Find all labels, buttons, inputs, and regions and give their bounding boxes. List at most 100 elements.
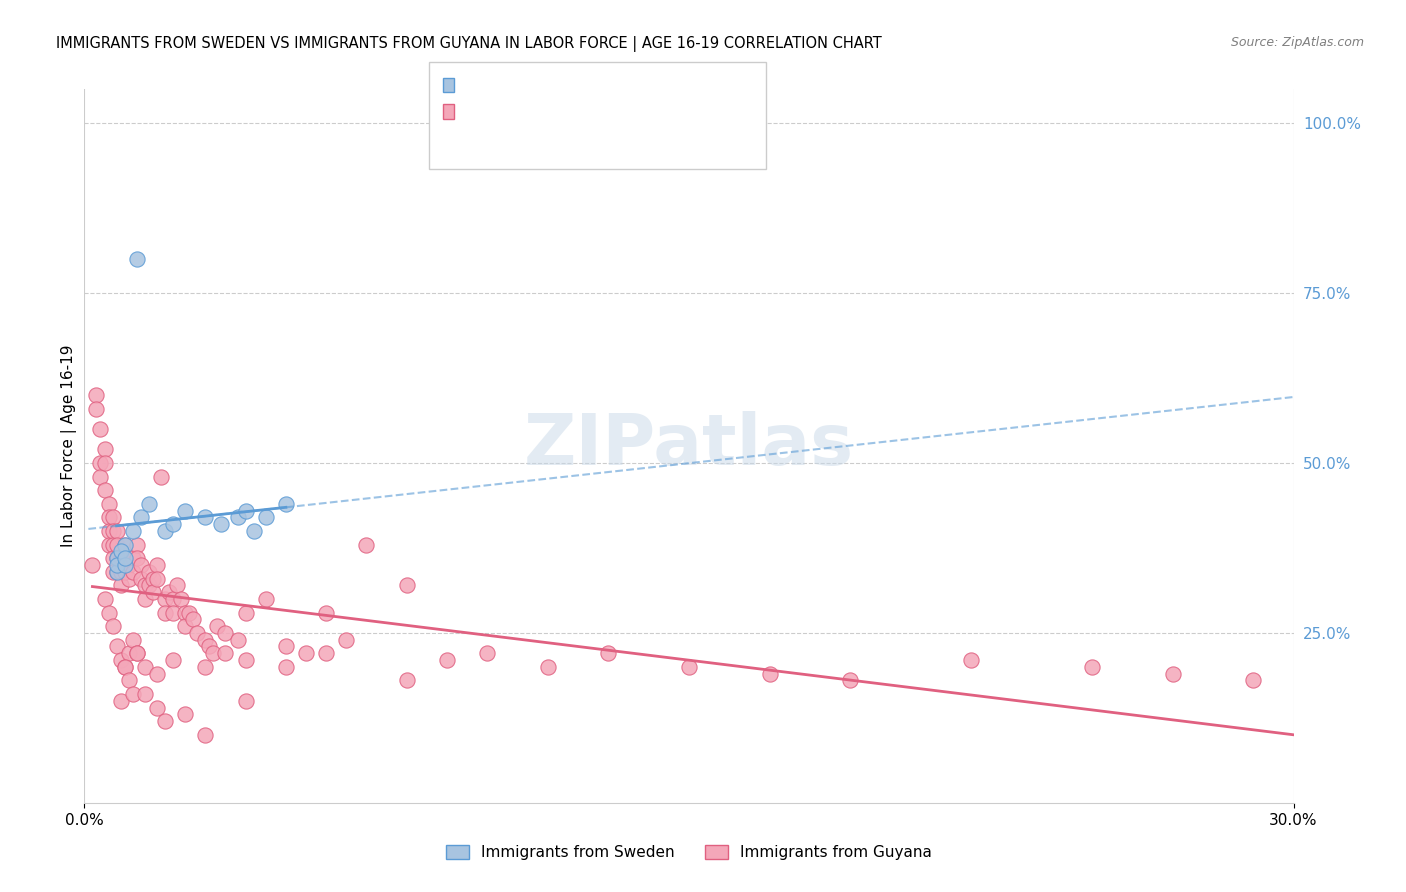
Point	[93, 591, 115, 606]
Point	[214, 646, 236, 660]
Text: R =: R =	[457, 78, 485, 92]
Point	[146, 700, 169, 714]
Point	[194, 632, 217, 647]
Point	[235, 606, 257, 620]
Point	[86, 401, 108, 416]
Point	[157, 585, 180, 599]
Point	[125, 252, 148, 266]
Point	[315, 606, 337, 620]
Point	[114, 660, 136, 674]
Point	[174, 606, 197, 620]
Point	[149, 469, 172, 483]
Point	[146, 558, 169, 572]
Point	[226, 510, 249, 524]
Point	[194, 660, 217, 674]
Point	[179, 606, 201, 620]
Point	[125, 646, 148, 660]
Point	[174, 503, 197, 517]
Point	[118, 572, 141, 586]
Point	[194, 510, 217, 524]
Point	[1081, 660, 1104, 674]
Point	[198, 640, 221, 654]
Point	[114, 537, 136, 551]
Point	[105, 524, 128, 538]
Point	[758, 666, 780, 681]
Point	[97, 510, 120, 524]
Point	[254, 510, 277, 524]
Point	[129, 558, 152, 572]
Point	[153, 591, 176, 606]
Point	[134, 591, 156, 606]
Point	[110, 565, 132, 579]
Point	[89, 422, 111, 436]
Point	[960, 653, 983, 667]
Point	[121, 632, 143, 647]
Point	[356, 537, 378, 551]
Point	[537, 660, 560, 674]
Point	[114, 551, 136, 566]
Text: R =: R =	[457, 104, 485, 119]
Point	[110, 578, 132, 592]
Point	[121, 551, 143, 566]
Text: 0.111: 0.111	[499, 78, 547, 92]
Point	[134, 578, 156, 592]
Point	[121, 565, 143, 579]
Text: N =: N =	[555, 78, 585, 92]
Text: Source: ZipAtlas.com: Source: ZipAtlas.com	[1230, 36, 1364, 49]
Point	[125, 537, 148, 551]
Point	[162, 606, 184, 620]
Point	[162, 653, 184, 667]
Point	[153, 714, 176, 729]
Point	[93, 483, 115, 498]
Point	[121, 687, 143, 701]
Point	[82, 558, 104, 572]
Point	[839, 673, 862, 688]
Point	[89, 456, 111, 470]
Point	[97, 537, 120, 551]
Point	[1241, 673, 1264, 688]
Point	[254, 591, 277, 606]
Point	[114, 558, 136, 572]
Point	[105, 537, 128, 551]
Point	[174, 707, 197, 722]
Point	[101, 524, 124, 538]
Point	[162, 517, 184, 532]
Point	[153, 606, 176, 620]
Point	[97, 497, 120, 511]
Point	[142, 572, 165, 586]
Point	[235, 653, 257, 667]
Y-axis label: In Labor Force | Age 16-19: In Labor Force | Age 16-19	[62, 344, 77, 548]
Point	[395, 578, 418, 592]
Point	[274, 660, 297, 674]
Point	[114, 551, 136, 566]
Legend: Immigrants from Sweden, Immigrants from Guyana: Immigrants from Sweden, Immigrants from …	[440, 839, 938, 866]
Point	[138, 497, 160, 511]
Point	[105, 565, 128, 579]
Text: N =: N =	[555, 104, 585, 119]
Point	[274, 497, 297, 511]
Point	[138, 578, 160, 592]
Point	[105, 551, 128, 566]
Point	[110, 551, 132, 566]
Point	[89, 469, 111, 483]
Point	[114, 660, 136, 674]
Point	[207, 619, 229, 633]
Point	[110, 653, 132, 667]
Point	[121, 524, 143, 538]
Point	[274, 640, 297, 654]
Point	[242, 524, 264, 538]
Point	[101, 537, 124, 551]
Point	[235, 503, 257, 517]
Point	[125, 646, 148, 660]
Point	[110, 544, 132, 558]
Point	[105, 565, 128, 579]
Point	[146, 572, 169, 586]
Point	[86, 388, 108, 402]
Point	[93, 442, 115, 457]
Point	[118, 673, 141, 688]
Point	[129, 572, 152, 586]
Point	[436, 653, 458, 667]
Point	[110, 694, 132, 708]
Point	[194, 728, 217, 742]
Point	[114, 537, 136, 551]
